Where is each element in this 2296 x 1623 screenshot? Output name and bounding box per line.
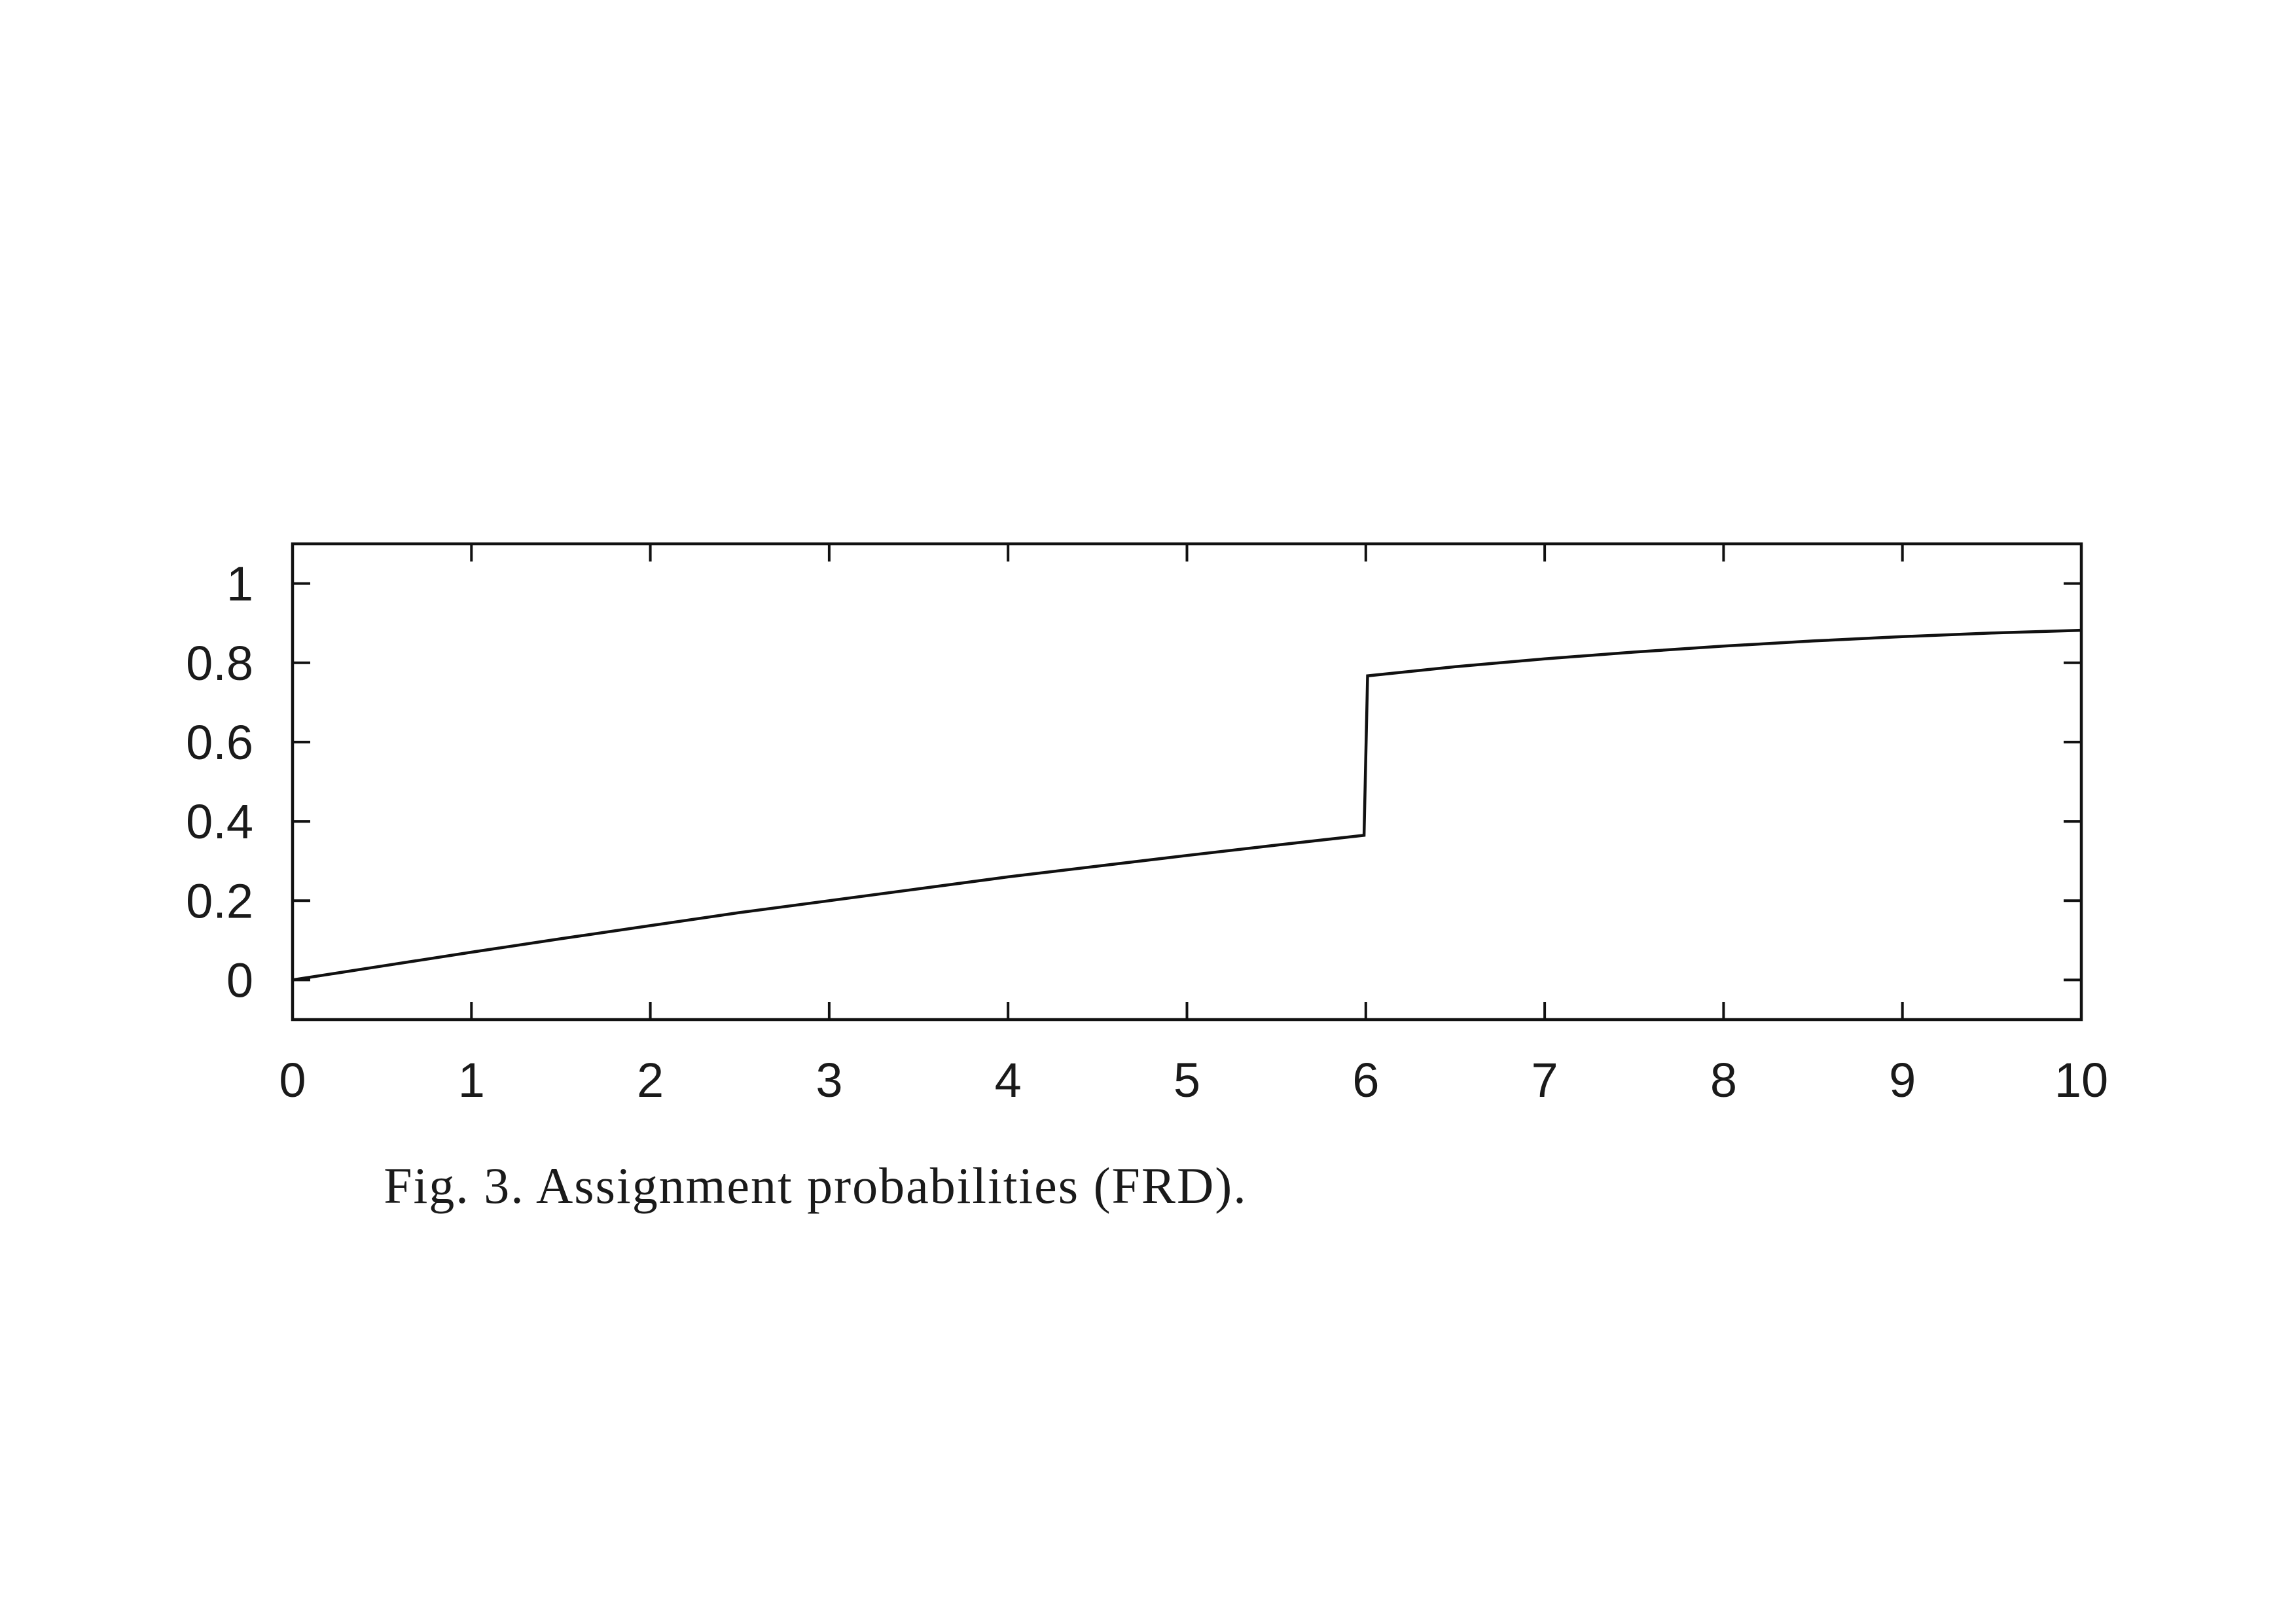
x-tick-label: 7 bbox=[1532, 1053, 1558, 1107]
x-tick-label: 5 bbox=[1174, 1053, 1200, 1107]
y-tick-label: 0 bbox=[226, 953, 253, 1007]
x-tick-label: 1 bbox=[458, 1053, 485, 1107]
y-axis-tick-labels: 0 0.2 0.4 0.6 0.8 1 bbox=[186, 557, 253, 1008]
x-tick-label: 9 bbox=[1889, 1053, 1916, 1107]
y-tick-label: 0.8 bbox=[186, 636, 253, 690]
x-tick-label: 10 bbox=[2054, 1053, 2108, 1107]
x-tick-label: 3 bbox=[816, 1053, 842, 1107]
x-tick-label: 4 bbox=[995, 1053, 1022, 1107]
y-axis-ticks bbox=[293, 582, 2081, 982]
series-layer bbox=[292, 628, 2082, 982]
x-tick-label: 0 bbox=[279, 1053, 306, 1107]
x-tick-label: 8 bbox=[1710, 1053, 1737, 1107]
x-axis-ticks bbox=[291, 544, 2083, 1020]
x-tick-label: 6 bbox=[1352, 1053, 1379, 1107]
y-tick-label: 0.4 bbox=[186, 794, 253, 849]
y-tick-label: 0.6 bbox=[186, 715, 253, 770]
y-tick-label: 1 bbox=[226, 557, 253, 611]
x-tick-label: 2 bbox=[637, 1053, 664, 1107]
series-line bbox=[292, 628, 2082, 982]
figure-caption: Fig. 3. Assignment probabilities (FRD). bbox=[384, 1157, 1247, 1214]
y-tick-label: 0.2 bbox=[186, 874, 253, 928]
x-axis-tick-labels: 0 1 2 3 4 5 6 7 8 9 10 bbox=[279, 1053, 2108, 1107]
line-chart: 0 1 2 3 4 5 6 7 8 9 10 0 0.2 0.4 0.6 0.8 1 bbox=[186, 542, 2108, 1107]
